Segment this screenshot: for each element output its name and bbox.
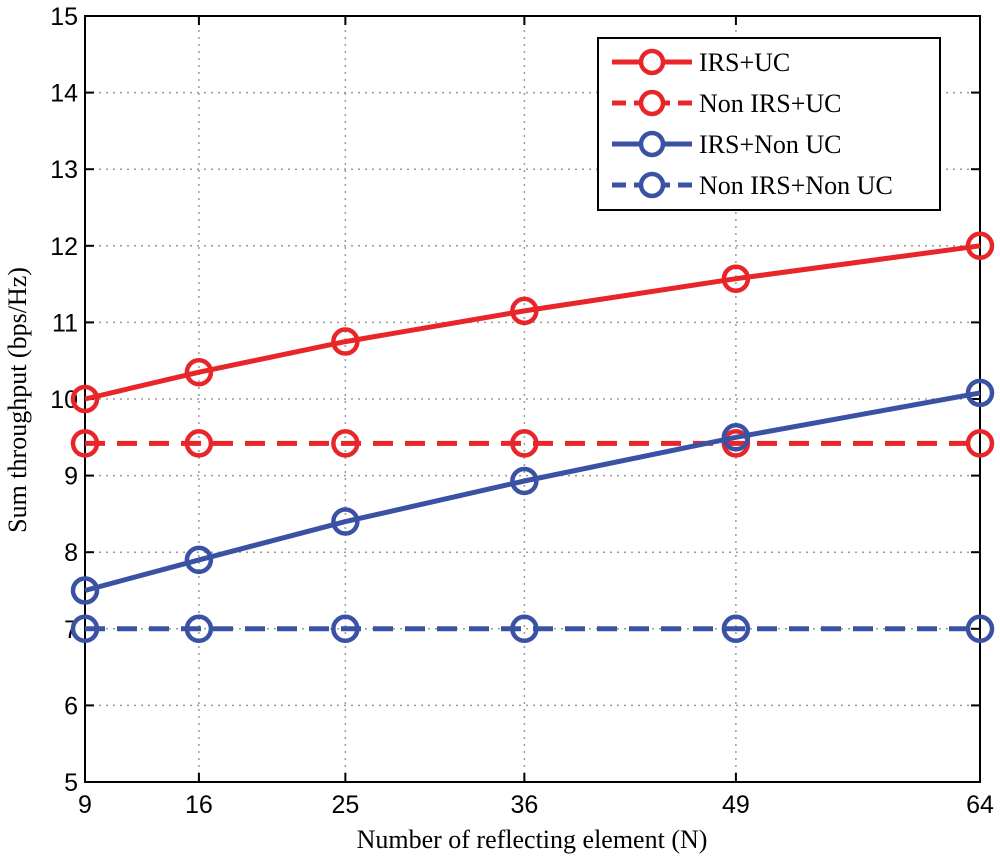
data-point-marker (721, 264, 751, 293)
legend-item: Non IRS+Non UC (612, 171, 893, 200)
y-tick-label: 14 (50, 80, 78, 108)
data-point-marker (184, 429, 214, 458)
data-point-marker (965, 614, 995, 644)
data-point-marker (184, 545, 214, 575)
data-point-marker (965, 378, 995, 408)
legend-item: Non IRS+UC (612, 89, 842, 118)
legend-item: IRS+UC (612, 48, 790, 77)
data-point-marker (721, 423, 751, 452)
series-non-irs-uc (70, 429, 995, 458)
series-group (70, 231, 995, 644)
data-point-marker (331, 327, 360, 356)
legend-label: IRS+Non UC (699, 130, 842, 159)
data-point-marker (331, 429, 360, 458)
x-tick-label: 36 (510, 791, 538, 819)
y-tick-label: 11 (52, 309, 78, 337)
legend-marker (638, 89, 666, 117)
data-point-marker (510, 296, 539, 326)
data-point-marker (70, 384, 100, 414)
data-point-marker (331, 507, 360, 536)
y-tick-label: 8 (64, 539, 78, 567)
legend-label: Non IRS+UC (699, 89, 842, 118)
legend-marker (638, 130, 666, 158)
x-tick-label: 64 (966, 791, 994, 819)
data-point-marker (510, 614, 539, 644)
legend-label: IRS+UC (699, 48, 790, 77)
series-line (84, 390, 981, 593)
data-point-marker (70, 614, 100, 644)
y-tick-label: 12 (50, 233, 78, 261)
data-point-marker (331, 614, 360, 644)
legend-item: IRS+Non UC (612, 130, 842, 159)
x-tick-label: 25 (331, 791, 359, 819)
data-point-marker (510, 466, 539, 496)
series-irs-non-uc (70, 378, 995, 605)
y-tick-label: 15 (50, 3, 78, 31)
y-tick-label: 9 (64, 463, 78, 491)
data-point-marker (184, 357, 214, 387)
data-point-marker (70, 576, 100, 605)
y-tick-label: 13 (50, 156, 78, 184)
series-line (84, 243, 981, 402)
series-non-irs-non-uc (70, 614, 995, 644)
y-axis-label: Sum throughput (bps/Hz) (3, 267, 32, 533)
x-axis-label: Number of reflecting element (N) (357, 825, 708, 854)
x-tick-label: 9 (78, 791, 92, 819)
legend-marker (638, 48, 666, 76)
legend-label: Non IRS+Non UC (699, 171, 893, 200)
series-irs-uc (70, 231, 995, 414)
x-tick-label: 16 (185, 791, 213, 819)
data-point-marker (721, 614, 751, 644)
data-point-marker (184, 614, 214, 644)
y-tick-label: 5 (64, 769, 78, 797)
x-tick-label: 49 (722, 791, 750, 819)
data-point-marker (965, 429, 995, 458)
data-point-marker (965, 231, 995, 261)
legend: IRS+UC Non IRS+UC IRS+Non UC Non IRS+Non UC (597, 37, 941, 211)
data-point-marker (70, 429, 100, 458)
data-point-marker (510, 429, 539, 458)
y-tick-label: 6 (64, 692, 78, 720)
legend-marker (638, 171, 666, 199)
